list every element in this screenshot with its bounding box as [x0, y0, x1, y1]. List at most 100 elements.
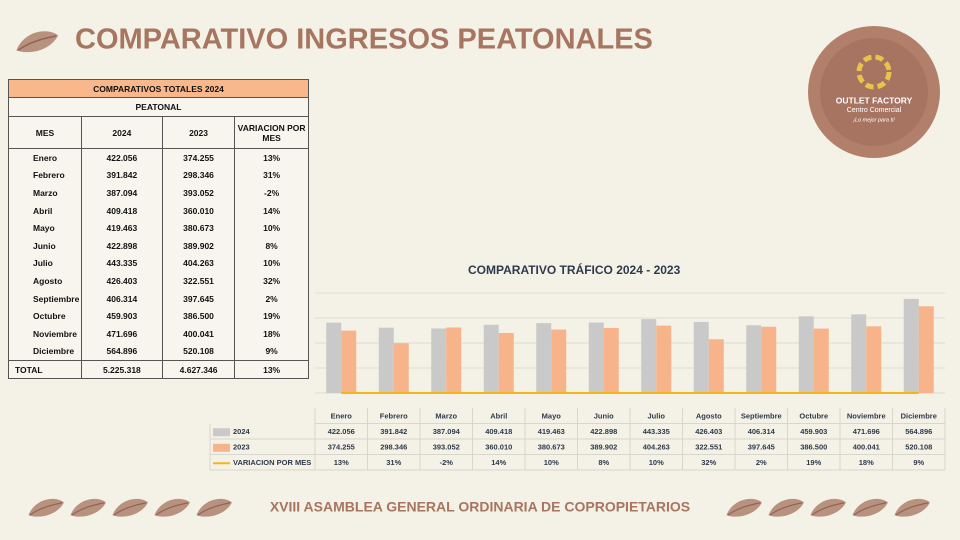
category-label: Noviembre — [847, 412, 886, 421]
table-title-row: COMPARATIVOS TOTALES 2024 — [8, 79, 309, 98]
table-body: COMPARATIVOS TOTALES 2024 PEATONAL MES 20… — [8, 79, 309, 380]
decoration — [16, 31, 930, 517]
legend-swatch — [213, 443, 230, 452]
value-label: 32% — [701, 458, 716, 467]
bar — [326, 322, 342, 393]
footer-text: XVIII ASAMBLEA GENERAL ORDINARIA DE COPR… — [270, 499, 690, 515]
logo-name: OUTLET FACTORY — [836, 95, 913, 105]
table-cell: 400.041 — [161, 324, 236, 343]
total-cell: TOTAL — [8, 360, 82, 380]
bar — [761, 326, 777, 393]
table-cell: 393.052 — [161, 184, 236, 202]
leaf-shape — [852, 498, 888, 517]
table-row: Enero 422.056 374.255 13% — [8, 148, 309, 167]
value-label: 520.108 — [905, 443, 932, 452]
table-cell: Diciembre — [8, 342, 82, 361]
leaf-icon — [852, 498, 888, 517]
table-cell: 419.463 — [80, 219, 163, 237]
value-label: 393.052 — [433, 443, 460, 452]
leaf-vein — [71, 502, 105, 516]
table-cell: -2% — [234, 184, 309, 202]
bar — [813, 328, 829, 393]
leaf-shape — [154, 498, 190, 517]
leaf-vein — [895, 502, 929, 516]
value-label: 380.673 — [538, 443, 565, 452]
table-cell: 422.898 — [80, 236, 163, 255]
value-label: 404.263 — [643, 443, 670, 452]
table-cell: 406.314 — [80, 289, 163, 308]
table-cell: 471.696 — [80, 324, 163, 343]
table-cell: 422.056 — [80, 148, 163, 167]
bar — [536, 323, 552, 393]
bar — [378, 327, 394, 393]
category-label: Mayo — [542, 412, 562, 421]
bar — [656, 325, 672, 393]
logo-flower — [856, 54, 892, 90]
bar — [851, 314, 867, 393]
value-label: 360.010 — [485, 443, 512, 452]
value-label: 400.041 — [853, 443, 880, 452]
table-cell: 13% — [234, 148, 309, 167]
legend-label: VARIACION POR MES — [233, 458, 311, 467]
table-row: Diciembre 564.896 520.108 9% — [8, 342, 309, 361]
value-label: 422.056 — [328, 427, 355, 436]
value-label: 564.896 — [905, 427, 932, 436]
column-header: 2023 — [161, 116, 236, 149]
logo-subtitle: Centro Comercial — [847, 107, 902, 114]
table-cell: 387.094 — [80, 184, 163, 202]
bar — [693, 321, 709, 393]
bar — [918, 306, 934, 393]
value-label: 298.346 — [380, 443, 407, 452]
category-label: Octubre — [799, 412, 828, 421]
bar — [551, 329, 567, 393]
table-cell: Julio — [8, 254, 82, 273]
category-label: Abril — [490, 412, 507, 421]
chart: Enero Febrero Marzo Abril Mayo Junio Julio Agos… — [209, 292, 946, 471]
leaf-vein — [811, 502, 845, 516]
table-cell: 374.255 — [161, 148, 236, 167]
leaf-shape — [196, 498, 232, 517]
value-label: 386.500 — [800, 443, 827, 452]
value-label: 443.335 — [643, 427, 670, 436]
category-label: Febrero — [380, 412, 408, 421]
table-row: Julio 443.335 404.263 10% — [8, 254, 309, 273]
value-label: 409.418 — [485, 427, 512, 436]
table-cell: Octubre — [8, 307, 82, 325]
table-row: Marzo 387.094 393.052 -2% — [8, 184, 309, 202]
value-label: 374.255 — [328, 443, 355, 452]
table-cell: 298.346 — [161, 166, 236, 185]
table-total-row: TOTAL 5.225.318 4.627.346 13% — [8, 360, 309, 380]
logo: OUTLET FACTORY Centro Comercial ¡Lo mejo… — [808, 26, 940, 158]
table-cell: 520.108 — [161, 342, 236, 361]
table-cell: 8% — [234, 236, 309, 255]
bar — [393, 343, 409, 393]
column-header: VARIACION POR MES — [234, 116, 309, 149]
table-cell: Mayo — [8, 219, 82, 237]
leaf-vein — [29, 502, 63, 516]
value-label: 426.403 — [695, 427, 722, 436]
table-cell: Noviembre — [8, 324, 82, 343]
table-cell: Enero — [8, 148, 82, 167]
category-label: Enero — [331, 412, 353, 421]
table-cell: 10% — [234, 219, 309, 237]
leaf-vein — [17, 35, 57, 51]
bar — [431, 328, 447, 393]
table-cell: Junio — [8, 236, 82, 255]
leaf-vein — [113, 502, 147, 516]
value-label: 8% — [598, 458, 609, 467]
table-cell: 397.645 — [161, 289, 236, 308]
bar — [341, 330, 357, 393]
bar — [708, 339, 724, 393]
summary-table: COMPARATIVOS TOTALES 2024 PEATONAL MES 20… — [8, 79, 309, 380]
value-label: 19% — [806, 458, 821, 467]
table-cell: 14% — [234, 201, 309, 220]
leaf-vein — [853, 502, 887, 516]
bar — [866, 326, 882, 393]
logo-slogan: ¡Lo mejor para ti! — [853, 117, 895, 123]
value-label: -2% — [440, 458, 454, 467]
leaf-icon — [112, 498, 148, 517]
bar — [603, 328, 619, 393]
table-cell: Marzo — [8, 184, 82, 202]
leaf-shape — [16, 31, 59, 53]
